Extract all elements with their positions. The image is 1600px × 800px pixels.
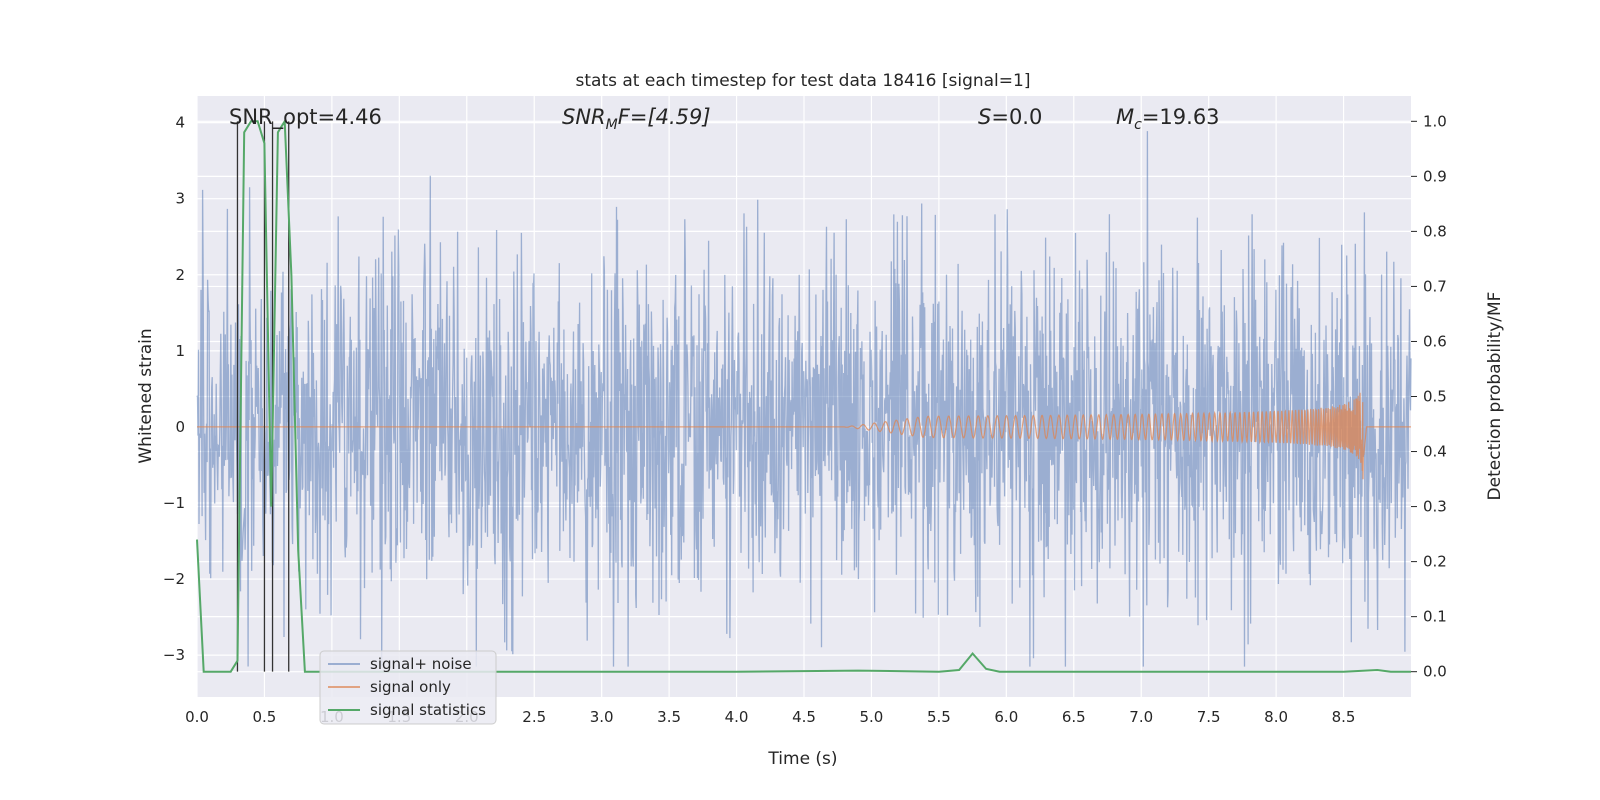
signal-statistics-line — [196, 118, 1411, 673]
signal-only-series — [197, 392, 1411, 480]
signal-only-line — [197, 392, 1411, 480]
y2-axis-label: Detection probability/MF — [1485, 292, 1505, 501]
annotation-mc-value: =19.63 — [1142, 105, 1220, 129]
y-axis-label: Whitened strain — [136, 328, 156, 463]
x-tick-label: 4.5 — [792, 708, 816, 726]
annotation-snr-mf-value: F=[4.59] — [618, 105, 711, 129]
annotation-snr-mf-base: SNR — [562, 105, 606, 129]
x-tick-label: 6.5 — [1062, 708, 1086, 726]
x-tick-label: 8.0 — [1264, 708, 1288, 726]
y2-tick-label: 0.6 — [1423, 332, 1447, 350]
y2-tick-label: 0.4 — [1423, 443, 1447, 461]
y-tick-label: 2 — [175, 266, 185, 284]
y2-tick-label: 0.8 — [1423, 222, 1447, 240]
annotation-s: S=0.0 — [978, 105, 1042, 129]
x-tick-label: 0.0 — [185, 708, 209, 726]
legend-label-signal-noise: signal+ noise — [370, 655, 472, 673]
y-tick-label: 4 — [175, 114, 185, 132]
x-tick-label: 2.5 — [522, 708, 546, 726]
legend: signal+ noise signal only signal statist… — [319, 650, 497, 725]
y-tick-label: 3 — [175, 190, 185, 208]
y-tick-label: −1 — [163, 494, 185, 512]
y2-tick-label: 1.0 — [1423, 112, 1447, 130]
signal-plus-noise-line — [196, 131, 1412, 667]
legend-label-signal-only: signal only — [370, 678, 451, 696]
annotation-mc-symbol: M — [1116, 105, 1134, 129]
signal-plus-noise-series — [196, 131, 1412, 667]
x-tick-label: 8.5 — [1332, 708, 1356, 726]
x-tick-label: 4.0 — [725, 708, 749, 726]
y2-tick-label: 0.7 — [1423, 277, 1447, 295]
x-tick-label: 0.5 — [253, 708, 277, 726]
legend-box — [319, 650, 497, 725]
x-tick-label: 7.5 — [1197, 708, 1221, 726]
annotation-s-value: =0.0 — [991, 105, 1042, 129]
y2-tick-label: 0.0 — [1423, 663, 1447, 681]
y2-tick-label: 0.2 — [1423, 553, 1447, 571]
x-axis-label: Time (s) — [767, 749, 837, 769]
y-tick-label: 0 — [175, 418, 185, 436]
annotation-snr-mf: SNRMF=[4.59] — [562, 105, 711, 133]
annotation-mc-sub: c — [1134, 117, 1142, 133]
annotation-mc: Mc=19.63 — [1116, 105, 1220, 133]
y2-tick-label: 0.1 — [1423, 608, 1447, 626]
annotation-snr-mf-sub: M — [606, 117, 618, 133]
y2-tick-label: 0.9 — [1423, 167, 1447, 185]
y-tick-label: 1 — [175, 342, 185, 360]
y2-tick-label: 0.5 — [1423, 388, 1447, 406]
chart-title: stats at each timestep for test data 184… — [576, 71, 1031, 91]
signal-statistics-series — [196, 118, 1411, 673]
y-tick-label: −3 — [163, 646, 185, 664]
y-tick-label: −2 — [163, 570, 185, 588]
y2-axis-ticks: 1.0 0.9 0.8 0.7 0.6 0.5 0.4 0.3 0.2 0.1 0.0 — [1411, 112, 1447, 681]
legend-label-signal-statistics: signal statistics — [370, 701, 486, 719]
annotation-s-symbol: S — [978, 105, 991, 129]
x-tick-label: 6.0 — [994, 708, 1018, 726]
x-tick-label: 3.0 — [590, 708, 614, 726]
x-tick-label: 3.5 — [657, 708, 681, 726]
annotation-snr-opt: SNR_opt=4.46 — [229, 105, 382, 130]
y-axis-ticks: 4 3 2 1 0 −1 −2 −3 — [163, 114, 185, 665]
x-tick-label: 5.5 — [927, 708, 951, 726]
y2-tick-label: 0.3 — [1423, 498, 1447, 516]
x-tick-label: 7.0 — [1129, 708, 1153, 726]
x-tick-label: 5.0 — [860, 708, 884, 726]
